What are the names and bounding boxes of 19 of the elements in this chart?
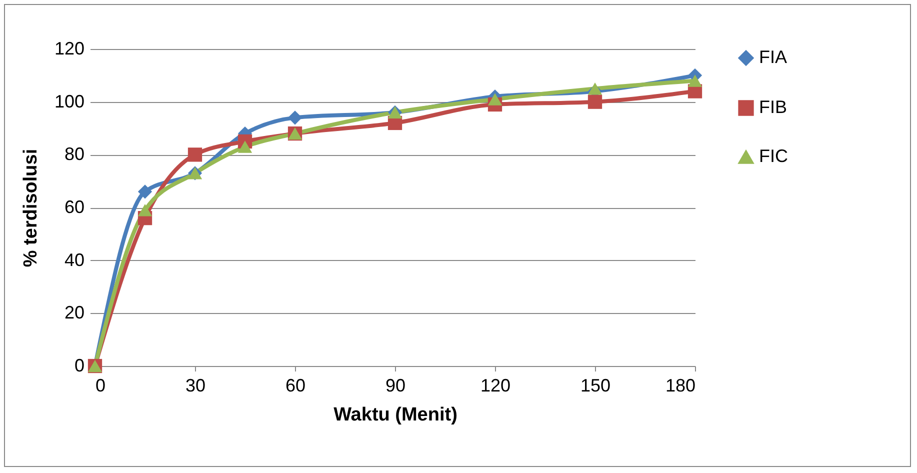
x-tick-label: 90: [385, 376, 406, 396]
y-tick-label: 0: [74, 356, 84, 376]
x-tick-label: 30: [185, 376, 206, 396]
legend-label: FIA: [759, 47, 788, 67]
legend-label: FIB: [759, 97, 788, 117]
y-tick-label: 20: [64, 302, 84, 323]
y-tick-label: 80: [64, 144, 84, 164]
x-tick-label: 150: [580, 376, 611, 396]
y-tick-label: 100: [54, 91, 84, 112]
x-tick-label: 60: [285, 376, 306, 396]
x-axis-title: Waktu (Menit): [334, 404, 458, 426]
y-axis-title: % terdisolusi: [20, 148, 42, 268]
x-tick-label: 120: [480, 376, 511, 396]
y-tick-label: 40: [64, 250, 84, 270]
y-tick-label: 60: [64, 197, 84, 217]
x-tick-label: 0: [96, 376, 106, 396]
y-tick-label: 120: [54, 38, 84, 58]
legend-label: FIC: [759, 146, 788, 166]
x-tick-label: 180: [665, 376, 696, 396]
